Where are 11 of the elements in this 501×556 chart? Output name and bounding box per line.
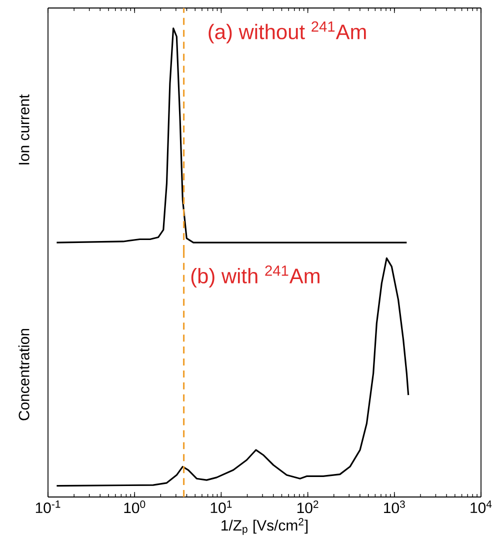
x-tick-label: 10$^{1}$ <box>210 500 232 514</box>
x-tick-label: 10$^{0}$ <box>124 500 146 514</box>
x-axis-title: 1/Z$_{p}$ [Vs/cm$^{2}$] <box>222 518 308 535</box>
annotation: (a) without $^{241}$Am <box>208 21 366 44</box>
x-tick-label: 10$^{4}$ <box>470 500 492 514</box>
y-axis-title: Ion current <box>18 94 30 164</box>
x-tick-label: 10$^{-1}$ <box>36 500 60 514</box>
annotation: (b) with $^{241}$Am <box>191 265 320 288</box>
x-tick-label: 10$^{3}$ <box>384 500 405 514</box>
y-axis-title: Concentration <box>18 328 30 420</box>
x-tick-label: 10$^{2}$ <box>297 500 318 514</box>
